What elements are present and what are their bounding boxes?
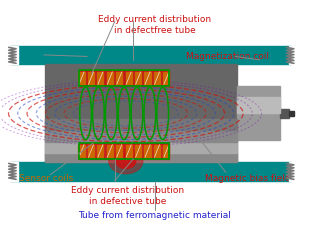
Bar (144, 72, 151, 85)
Bar (163, 144, 170, 157)
Bar (154, 144, 160, 157)
Bar (289, 111, 294, 116)
Text: Sensor coils: Sensor coils (19, 174, 73, 183)
Bar (46, 64, 237, 162)
Bar (237, 86, 280, 140)
Bar (126, 144, 132, 157)
Bar (79, 70, 169, 86)
Text: Tube from ferromagnetic material: Tube from ferromagnetic material (78, 211, 232, 220)
Bar (1, 162, 18, 180)
Bar (97, 72, 104, 85)
Bar (79, 70, 169, 86)
Bar (46, 119, 237, 131)
Bar (135, 144, 141, 157)
Bar (154, 72, 160, 85)
Bar (88, 144, 94, 157)
Bar (135, 72, 141, 85)
Bar (116, 144, 122, 157)
Bar (46, 153, 237, 162)
Text: Eddy current distribution
in defective tube: Eddy current distribution in defective t… (71, 186, 184, 206)
Bar (280, 109, 289, 118)
Bar (78, 72, 85, 85)
Bar (10, 162, 291, 180)
Bar (237, 97, 280, 113)
Bar (163, 72, 170, 85)
Bar (97, 144, 104, 157)
Bar (289, 162, 309, 180)
Bar (78, 144, 85, 157)
Text: Eddy current distribution
in defectfree tube: Eddy current distribution in defectfree … (99, 16, 211, 35)
Bar (79, 143, 169, 159)
Bar (79, 143, 169, 159)
Text: Primary magnetic field: Primary magnetic field (41, 52, 144, 61)
Bar (46, 131, 237, 142)
Bar (10, 46, 291, 64)
Circle shape (116, 154, 136, 169)
Bar (46, 142, 237, 153)
Bar (1, 46, 18, 64)
Text: Magnetization coil: Magnetization coil (186, 52, 269, 61)
Circle shape (109, 149, 143, 174)
Text: Magnetic bias field: Magnetic bias field (205, 174, 290, 183)
Bar (126, 72, 132, 85)
Bar (116, 72, 122, 85)
Bar (107, 144, 113, 157)
Bar (107, 72, 113, 85)
Bar (289, 46, 309, 64)
Bar (88, 72, 94, 85)
Bar (144, 144, 151, 157)
